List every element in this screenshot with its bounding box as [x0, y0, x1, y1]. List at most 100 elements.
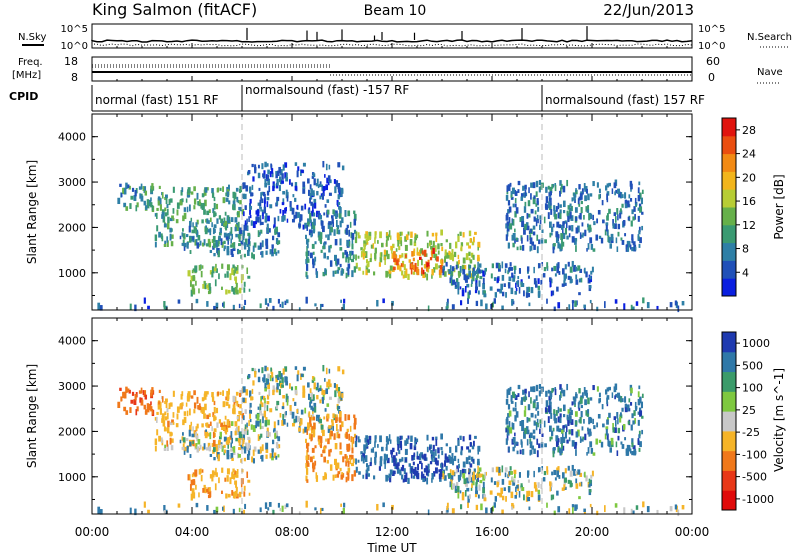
power-cell [597, 209, 601, 215]
velocity-cell [527, 496, 531, 502]
velocity-cell [551, 388, 554, 393]
power-cell [277, 240, 281, 245]
velocity-cell [335, 464, 338, 469]
power-cell [183, 246, 186, 251]
velocity-cell [253, 446, 257, 452]
power-cell [520, 283, 523, 288]
velocity-cell [537, 410, 540, 416]
power-cell [161, 192, 164, 199]
velocity-cell [596, 422, 599, 428]
power-cell [322, 271, 326, 277]
power-cell [556, 221, 560, 228]
power-cell [235, 280, 237, 284]
velocity-cell [312, 433, 316, 438]
power-cell [282, 164, 285, 171]
velocity-cell [507, 388, 511, 395]
velocity-cell [512, 436, 516, 444]
power-cell [639, 206, 643, 213]
velocity-cell [483, 497, 487, 502]
power-cell [206, 187, 209, 191]
power-cell [229, 273, 232, 281]
velocity-colorbar-label: Velocity [m s^-1] [772, 368, 786, 472]
velocity-cell [272, 509, 275, 515]
power-cell [264, 197, 266, 204]
power-cell [537, 290, 541, 297]
power-cell [602, 219, 605, 224]
power-cell [213, 211, 216, 218]
power-cell [307, 178, 310, 184]
velocity-cell [154, 417, 157, 421]
velocity-cell [589, 431, 592, 436]
power-cell [265, 213, 268, 217]
velocity-cell [340, 474, 344, 480]
power-cell [541, 229, 544, 234]
power-colorbar-tick: 8 [742, 243, 749, 256]
velocity-cell [274, 432, 277, 439]
velocity-cell [630, 508, 633, 514]
velocity-cell [225, 429, 228, 435]
velocity-cell [235, 474, 239, 478]
power-cell [273, 224, 276, 228]
power-cell [236, 212, 239, 216]
velocity-cell [213, 406, 216, 414]
power-cell [612, 219, 614, 226]
power-cell [549, 200, 552, 206]
velocity-cell [279, 508, 282, 512]
velocity-cell [281, 406, 285, 410]
power-cell [311, 175, 315, 179]
velocity-cell [617, 418, 619, 425]
power-cell [289, 201, 292, 208]
velocity-cell [457, 458, 460, 464]
velocity-cell [212, 412, 215, 418]
velocity-cell [203, 484, 206, 488]
velocity-cell [474, 435, 477, 439]
velocity-swatch [722, 391, 736, 412]
velocity-cell [259, 422, 262, 430]
power-cell [395, 248, 398, 252]
power-cell [182, 215, 185, 222]
velocity-cell [617, 427, 621, 434]
velocity-cell [504, 472, 507, 478]
velocity-cell [500, 487, 504, 494]
power-cell [337, 267, 341, 271]
power-cell [119, 183, 122, 187]
power-cell [571, 197, 574, 202]
velocity-cell [584, 399, 587, 406]
power-cell [211, 192, 215, 198]
power-cell [423, 249, 427, 257]
power-cell [333, 229, 336, 236]
velocity-cell [345, 476, 348, 483]
x-tick-label: 00:00 [75, 525, 110, 539]
power-cell [560, 233, 564, 241]
power-cell [339, 220, 342, 228]
velocity-cell [515, 486, 517, 493]
velocity-cell [446, 456, 450, 463]
velocity-cell [300, 409, 304, 415]
power-cell [142, 186, 145, 192]
velocity-cell [231, 490, 234, 496]
velocity-cell [365, 473, 368, 480]
velocity-cell [427, 466, 430, 471]
velocity-cell [388, 434, 391, 442]
velocity-cell [403, 468, 406, 475]
power-cell [291, 218, 295, 223]
power-cell [145, 205, 148, 210]
power-cell [549, 191, 552, 196]
velocity-cell [140, 399, 144, 406]
power-cell [605, 185, 608, 191]
power-cell [436, 256, 439, 262]
power-cell [312, 229, 316, 234]
velocity-cell [493, 502, 496, 508]
velocity-cell [553, 409, 556, 415]
velocity-cell [539, 423, 542, 429]
velocity-cell [441, 450, 444, 456]
velocity-cell [232, 404, 236, 412]
velocity-cell [641, 393, 644, 398]
power-cell [551, 226, 554, 233]
power-cell [218, 273, 220, 280]
power-cell [245, 223, 248, 231]
power-cell [462, 232, 465, 238]
power-cell [344, 210, 347, 217]
power-cell [246, 267, 249, 275]
velocity-cell [236, 416, 239, 420]
